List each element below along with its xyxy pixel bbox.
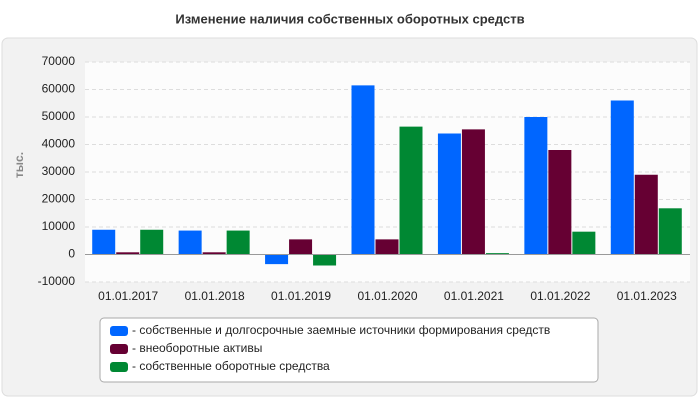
x-tick-label: 01.01.2020 (357, 289, 417, 303)
bar (437, 133, 461, 255)
bar (289, 239, 313, 255)
bar (351, 85, 375, 255)
bar (399, 126, 423, 255)
legend-swatch (110, 362, 128, 372)
y-tick-label: 40000 (42, 137, 76, 151)
bar (572, 231, 596, 255)
y-tick-label: 0 (68, 247, 75, 261)
legend-label: - внеоборотные активы (132, 341, 262, 355)
bar (461, 129, 485, 255)
bar (178, 230, 202, 255)
bar (140, 229, 164, 255)
bar (524, 117, 548, 255)
bar (226, 230, 250, 255)
legend-swatch (110, 344, 128, 354)
y-tick-label: 60000 (42, 82, 76, 96)
x-tick-label: 01.01.2018 (185, 289, 245, 303)
y-tick-label: 50000 (42, 109, 76, 123)
x-tick-label: 01.01.2021 (444, 289, 504, 303)
x-tick-label: 01.01.2022 (530, 289, 590, 303)
x-tick-label: 01.01.2023 (617, 289, 677, 303)
y-tick-label: -10000 (38, 274, 76, 288)
y-tick-label: 70000 (42, 54, 76, 68)
bar (548, 150, 572, 255)
bar (92, 229, 116, 255)
legend (99, 317, 599, 383)
bar (202, 252, 226, 255)
bar (485, 253, 509, 255)
legend-label: - собственные и долгосрочные заемные ист… (132, 323, 550, 337)
bar (375, 239, 399, 255)
y-tick-label: 30000 (42, 164, 76, 178)
x-tick-label: 01.01.2017 (98, 289, 158, 303)
y-tick-label: 20000 (42, 192, 76, 206)
bar (313, 254, 337, 266)
bar (658, 208, 682, 255)
legend-label: - собственные оборотные средства (132, 359, 330, 373)
bar (634, 174, 658, 255)
bar (116, 252, 140, 255)
y-tick-label: 10000 (42, 219, 76, 233)
chart-title: Изменение наличия собственных оборотных … (175, 11, 524, 26)
bar (265, 254, 289, 265)
legend-swatch (110, 326, 128, 336)
y-axis-label: тыс. (12, 152, 26, 178)
x-tick-label: 01.01.2019 (271, 289, 331, 303)
bar (610, 100, 634, 255)
